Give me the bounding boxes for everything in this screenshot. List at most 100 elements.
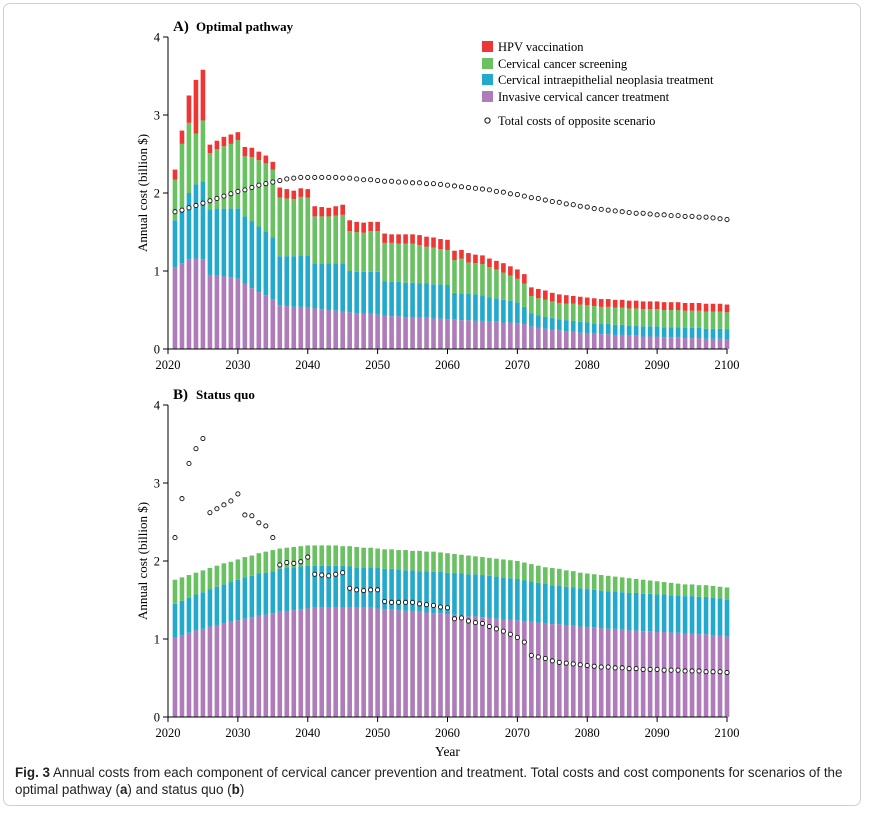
a-bar-screening-2070 xyxy=(515,278,520,303)
b-bar-screening-2066 xyxy=(487,557,492,576)
a-bar-hpv-2071 xyxy=(522,274,527,284)
a-bar-invasive-2096 xyxy=(696,338,702,349)
b-bar-invasive-2086 xyxy=(626,630,632,717)
a-opposite-point-2046 xyxy=(347,175,353,181)
a-bar-hpv-2027 xyxy=(214,140,220,150)
a-bar-screening-2082 xyxy=(598,306,604,325)
b-opposite-point-2040 xyxy=(305,554,311,560)
b-bar-screening-2044 xyxy=(333,545,338,566)
a-bar-hpv-2082 xyxy=(598,299,604,307)
a-bar-cin-2100 xyxy=(724,329,730,340)
a-bar-invasive-2067 xyxy=(494,321,499,349)
a-bar-cin-2091 xyxy=(661,327,667,338)
b-bar-cin-2056 xyxy=(417,571,422,612)
b-bar-invasive-2023 xyxy=(186,632,192,717)
b-opposite-point-2076 xyxy=(556,659,562,665)
b-bar-invasive-2064 xyxy=(473,616,478,717)
b-bar-screening-2025 xyxy=(200,570,206,593)
b-bar-screening-2065 xyxy=(480,557,485,576)
a-x-tick-label-2030: 2030 xyxy=(225,358,250,372)
b-bar-invasive-2074 xyxy=(543,623,548,717)
a-opposite-point-2074 xyxy=(542,197,548,203)
a-bar-cin-2053 xyxy=(396,281,401,317)
a-bar-screening-2086 xyxy=(626,308,632,326)
a-bar-invasive-2054 xyxy=(403,317,408,349)
a-bar-screening-2063 xyxy=(466,262,471,294)
a-bar-hpv-2031 xyxy=(242,146,248,157)
a-bar-cin-2080 xyxy=(584,322,590,334)
b-opposite-point-2026 xyxy=(207,510,213,516)
b-opposite-point-2085 xyxy=(619,665,625,671)
b-bar-cin-2070 xyxy=(515,578,520,621)
b-bar-invasive-2072 xyxy=(529,621,534,717)
a-bar-cin-2059 xyxy=(438,284,443,319)
a-bar-hpv-2068 xyxy=(501,263,506,273)
a-bar-screening-2033 xyxy=(256,160,262,227)
b-bar-invasive-2099 xyxy=(717,635,723,717)
a-bar-screening-2083 xyxy=(605,306,611,325)
a-bar-cin-2077 xyxy=(563,320,569,332)
a-bar-hpv-2024 xyxy=(193,79,199,134)
a-opposite-point-2063 xyxy=(465,184,472,191)
panel-a-optimal-pathway: A) Optimal pathway 0 1 2 3 4 2020 2030 2040 2050 20… xyxy=(135,19,740,372)
b-opposite-point-2059 xyxy=(437,604,444,610)
b-opposite-point-2021 xyxy=(172,535,178,541)
a-bar-hpv-2061 xyxy=(452,250,457,261)
a-opposite-point-2098 xyxy=(710,215,716,221)
a-bar-cin-2075 xyxy=(550,317,555,330)
b-bar-screening-2030 xyxy=(235,559,241,580)
a-bar-hpv-2095 xyxy=(689,302,695,311)
b-bar-cin-2053 xyxy=(396,569,401,611)
a-bar-screening-2058 xyxy=(431,247,436,285)
b-x-tick-label-2020: 2020 xyxy=(156,726,181,740)
a-opposite-point-2034 xyxy=(263,181,269,187)
b-bar-screening-2035 xyxy=(270,550,276,572)
a-bar-screening-2023 xyxy=(186,122,192,193)
a-opposite-point-2045 xyxy=(340,175,346,181)
a-bar-hpv-2054 xyxy=(403,234,408,244)
a-bar-screening-2044 xyxy=(333,215,338,264)
a-bar-hpv-2034 xyxy=(263,155,269,164)
a-bar-cin-2078 xyxy=(570,320,576,332)
a-bar-invasive-2080 xyxy=(584,333,590,349)
a-bar-hpv-2025 xyxy=(200,69,206,121)
b-bar-screening-2083 xyxy=(605,575,611,592)
a-opposite-point-2072 xyxy=(528,195,534,201)
b-bar-cin-2087 xyxy=(633,592,639,631)
a-bar-invasive-2070 xyxy=(515,323,520,349)
a-bar-screening-2055 xyxy=(410,243,415,283)
b-opposite-point-2074 xyxy=(542,655,548,662)
a-bar-screening-2075 xyxy=(550,301,555,318)
b-bar-screening-2061 xyxy=(452,553,457,573)
a-bar-invasive-2037 xyxy=(284,306,290,349)
a-bar-screening-2022 xyxy=(179,143,185,211)
b-bar-cin-2074 xyxy=(543,583,548,624)
a-bar-screening-2054 xyxy=(403,243,408,283)
b-bar-invasive-2091 xyxy=(661,631,667,717)
b-bar-invasive-2047 xyxy=(354,607,359,717)
b-bar-screening-2021 xyxy=(172,579,178,604)
a-bar-screening-2061 xyxy=(452,260,457,293)
b-opposite-point-2050 xyxy=(375,587,381,593)
a-bar-cin-2026 xyxy=(207,209,213,275)
b-bar-cin-2095 xyxy=(689,596,695,634)
b-bar-cin-2100 xyxy=(724,600,730,637)
a-bars xyxy=(172,69,730,349)
b-bar-invasive-2062 xyxy=(459,615,464,717)
b-opposite-point-2053 xyxy=(396,599,402,605)
a-bar-invasive-2091 xyxy=(661,337,667,349)
b-opposite-point-2069 xyxy=(507,631,513,637)
a-bar-hpv-2062 xyxy=(459,249,464,259)
a-bar-cin-2061 xyxy=(452,292,457,320)
b-bar-cin-2083 xyxy=(605,591,611,629)
b-opposite-point-2037 xyxy=(284,560,290,566)
a-bar-screening-2037 xyxy=(284,198,290,257)
b-bar-screening-2090 xyxy=(654,581,660,595)
a-bar-invasive-2081 xyxy=(591,333,597,349)
a-opposite-point-2086 xyxy=(626,209,632,216)
a-bar-invasive-2023 xyxy=(186,259,192,349)
a-bar-invasive-2090 xyxy=(654,336,660,349)
b-bar-cin-2062 xyxy=(459,573,464,616)
a-x-tick-label-2080: 2080 xyxy=(575,358,600,372)
b-bar-screening-2089 xyxy=(647,580,653,594)
